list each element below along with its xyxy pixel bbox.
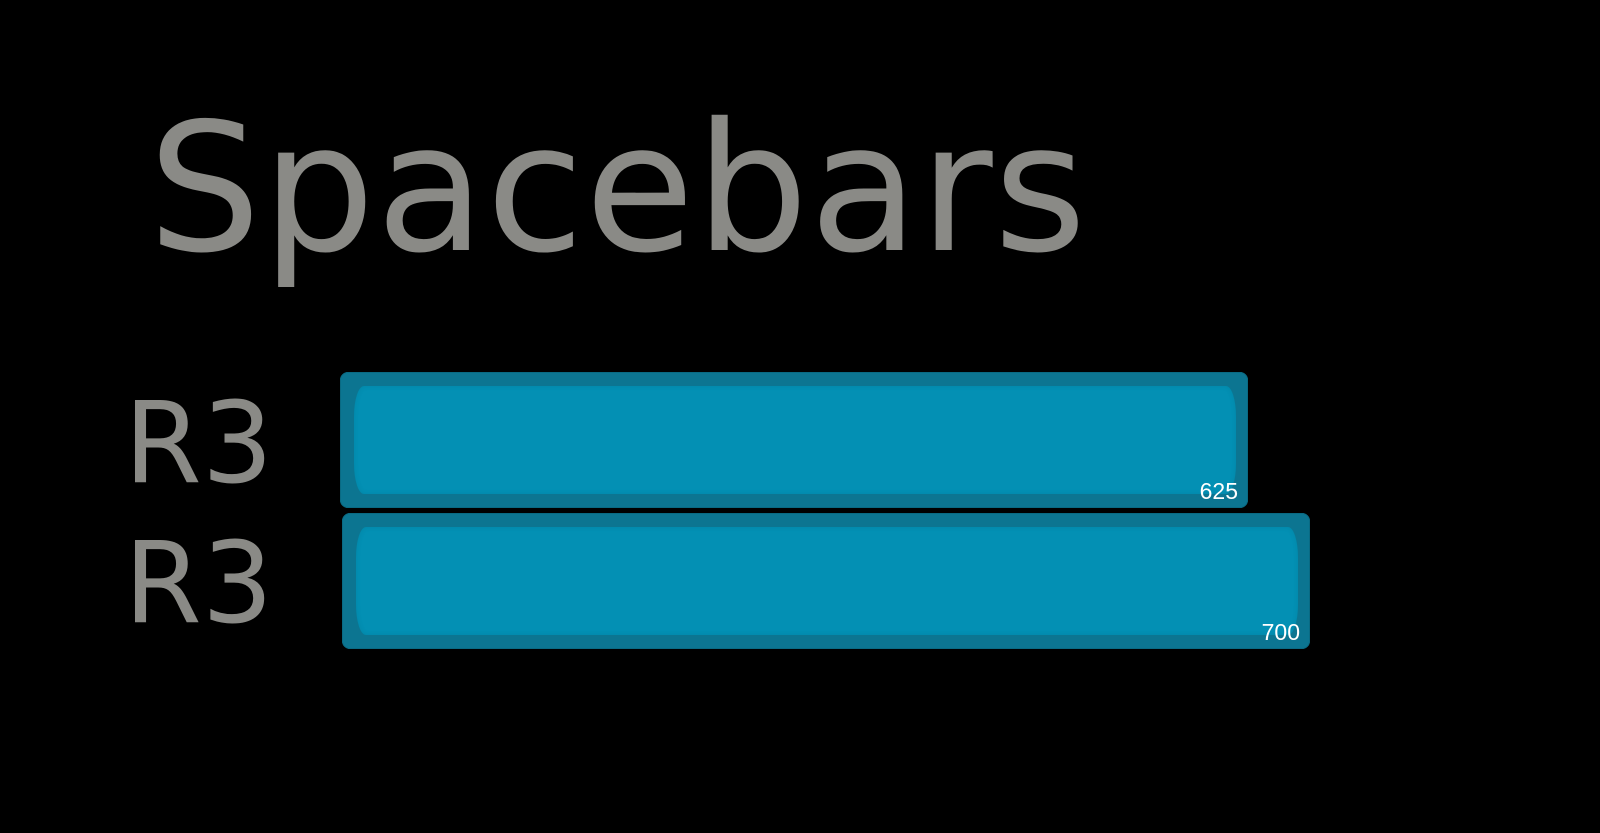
keycap-top	[356, 527, 1298, 635]
row-label-second: R3	[124, 519, 274, 649]
spacebar-key-625: 625	[340, 372, 1248, 508]
spacebar-key-700: 700	[342, 513, 1310, 649]
page-title: Spacebars	[148, 85, 1088, 292]
row-label-first: R3	[124, 379, 274, 509]
keycap-top	[354, 386, 1236, 494]
key-size-label: 700	[1261, 619, 1300, 645]
key-size-label: 625	[1199, 478, 1238, 504]
